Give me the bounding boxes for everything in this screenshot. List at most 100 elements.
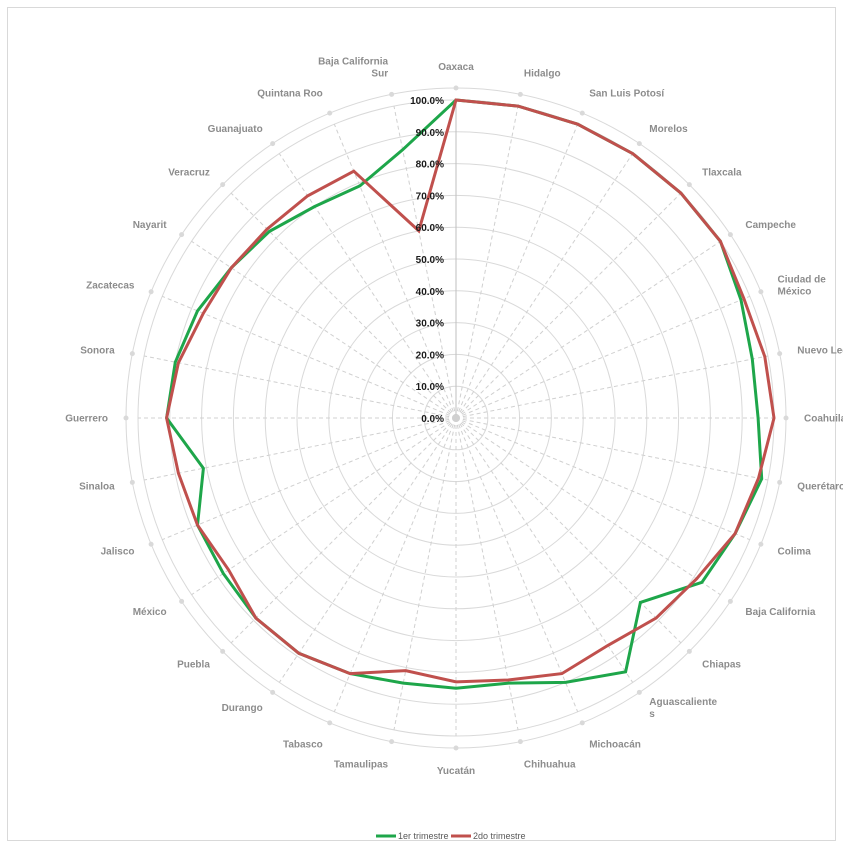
axis-spoke	[455, 153, 634, 419]
category-label-line: México	[778, 286, 812, 297]
category-label-line: Nuevo León	[797, 346, 843, 357]
tick-label: 50.0%	[416, 255, 444, 266]
tick-label: 90.0%	[416, 128, 444, 139]
axis-marker	[327, 110, 333, 116]
category-label: Nuevo León	[797, 346, 843, 357]
axis-spoke	[455, 417, 519, 730]
category-label: Coahuila	[804, 414, 843, 425]
axis-marker	[636, 689, 642, 695]
axis-spoke	[144, 417, 457, 481]
category-label-line: Sinaloa	[79, 481, 115, 492]
category-label-line: Chihuahua	[524, 759, 576, 770]
axis-spoke	[230, 417, 457, 644]
category-label-line: Campeche	[745, 220, 796, 231]
axis-marker	[129, 351, 135, 357]
axis-spoke	[191, 240, 457, 419]
category-label-line: Veracruz	[168, 167, 210, 178]
tick-label: 0.0%	[421, 414, 444, 425]
category-label: Baja California Sur	[318, 57, 388, 80]
category-label: Querétaro	[797, 481, 843, 492]
axis-marker	[270, 689, 276, 695]
category-label: México	[133, 607, 167, 618]
axis-spoke	[162, 417, 457, 541]
category-label: Durango	[222, 703, 263, 714]
axis-marker	[777, 351, 783, 357]
axis-marker	[453, 745, 459, 751]
category-label-line: Yucatán	[437, 766, 475, 777]
category-label-line: Nayarit	[133, 220, 168, 231]
category-label: Baja California	[745, 607, 815, 618]
tick-label: 10.0%	[416, 382, 444, 393]
tick-label: 80.0%	[416, 160, 444, 171]
legend: 1er trimestre 2do trimestre	[376, 831, 526, 841]
axis-marker	[517, 739, 523, 745]
category-label-line: Durango	[222, 703, 263, 714]
axis-marker	[727, 232, 733, 238]
axis-marker	[579, 720, 585, 726]
category-label: Jalisco	[101, 547, 135, 558]
category-label: Morelos	[649, 124, 688, 135]
axis-marker	[517, 91, 523, 97]
category-label: Sonora	[80, 346, 115, 357]
category-label: Quintana Roo	[257, 89, 323, 100]
axis-spoke	[455, 417, 634, 683]
category-label-line: San Luis Potosí	[589, 89, 665, 100]
category-label-line: Tamaulipas	[334, 759, 389, 770]
category-label-line: Zacatecas	[86, 280, 135, 291]
axis-spoke	[144, 355, 457, 419]
category-label: Veracruz	[168, 167, 210, 178]
axis-spoke	[455, 355, 768, 419]
category-label: Aguascaliente s	[649, 697, 717, 720]
category-label: Oaxaca	[438, 62, 474, 73]
category-label: Guanajuato	[208, 124, 263, 135]
axis-marker	[777, 479, 783, 485]
legend-label-1: 1er trimestre	[398, 831, 449, 841]
tick-label: 40.0%	[416, 287, 444, 298]
axis-marker	[636, 141, 642, 147]
legend-label-2: 2do trimestre	[473, 831, 526, 841]
axis-spoke	[333, 417, 457, 712]
category-label: Colima	[778, 547, 812, 558]
axis-spoke	[333, 124, 457, 419]
axis-lines	[123, 85, 789, 751]
category-label: Chihuahua	[524, 759, 576, 770]
axis-spoke	[455, 417, 579, 712]
axis-spoke	[455, 417, 768, 481]
category-label: Sinaloa	[79, 481, 115, 492]
category-label: San Luis Potosí	[589, 89, 665, 100]
axis-spoke	[162, 295, 457, 419]
category-label-line: México	[133, 607, 167, 618]
category-label-line: Sonora	[80, 346, 115, 357]
axis-marker	[758, 541, 764, 547]
axis-spoke	[278, 153, 457, 419]
category-label-line: Sur	[371, 69, 388, 80]
category-label: Chiapas	[702, 660, 741, 671]
category-label: Ciudad de México	[778, 274, 827, 297]
category-label-line: Jalisco	[101, 547, 135, 558]
category-label-line: Aguascaliente	[649, 697, 717, 708]
center-point	[453, 415, 459, 421]
category-label-line: Tlaxcala	[702, 167, 742, 178]
axis-marker	[686, 648, 692, 654]
category-label: Nayarit	[133, 220, 168, 231]
axis-marker	[783, 415, 789, 421]
category-label-line: Michoacán	[589, 740, 641, 751]
axis-marker	[179, 598, 185, 604]
category-label: Hidalgo	[524, 69, 561, 80]
category-label: Guerrero	[65, 414, 108, 425]
category-label-line: Chiapas	[702, 660, 741, 671]
category-label: Zacatecas	[86, 280, 135, 291]
category-label-line: Baja California	[745, 607, 815, 618]
axis-marker	[758, 289, 764, 295]
category-label-line: Querétaro	[797, 481, 843, 492]
axis-spoke	[278, 417, 457, 683]
tick-label: 70.0%	[416, 191, 444, 202]
axis-marker	[389, 739, 395, 745]
category-label-line: Guerrero	[65, 414, 108, 425]
axis-marker	[389, 91, 395, 97]
tick-label: 60.0%	[416, 223, 444, 234]
category-label: Puebla	[177, 660, 210, 671]
tick-label: 100.0%	[410, 96, 444, 107]
category-label-line: Guanajuato	[208, 124, 263, 135]
axis-spoke	[230, 192, 457, 419]
